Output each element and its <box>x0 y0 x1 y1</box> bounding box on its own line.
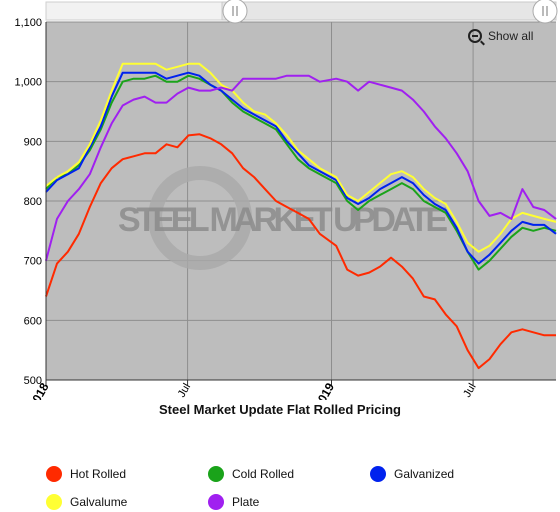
legend-label: Galvanized <box>394 467 455 481</box>
y-tick-label: 900 <box>24 136 42 148</box>
navigator-handle[interactable] <box>222 0 248 24</box>
legend-item-galvanized[interactable]: Galvanized <box>370 466 454 482</box>
zoom-out-icon <box>468 29 482 43</box>
legend-dot-icon <box>208 466 224 482</box>
legend-label: Galvalume <box>70 495 128 509</box>
x-tick-label: Jul <box>176 382 193 400</box>
legend-item-galvalume[interactable]: Galvalume <box>46 494 127 510</box>
y-tick-label: 500 <box>24 375 42 387</box>
y-tick-label: 1,100 <box>14 17 42 29</box>
series-line-plate <box>45 74 557 261</box>
series-layer <box>45 62 557 370</box>
show-all-button[interactable]: Show all <box>468 29 533 43</box>
legend-dot-icon <box>370 466 386 482</box>
x-tick-label: 2019 <box>312 380 338 400</box>
chart-title: Steel Market Update Flat Rolled Pricing <box>159 402 401 417</box>
navigator-scrollbar <box>45 0 558 24</box>
series-line-galvanized <box>45 71 557 265</box>
legend-dot-icon <box>46 494 62 510</box>
y-tick-label: 600 <box>24 315 42 327</box>
watermark-logo-ring <box>148 166 252 270</box>
series-line-galvalume <box>45 62 557 253</box>
y-tick-label: 1,000 <box>14 77 42 89</box>
legend-label: Cold Rolled <box>232 467 295 481</box>
chart-area: STEEL MARKET UPDATE 500 600 700 800 900 1,000… <box>14 0 558 400</box>
legend-label: Hot Rolled <box>70 467 127 481</box>
watermark-text: STEEL MARKET UPDATE <box>118 201 448 239</box>
series-line-cold-rolled <box>45 74 557 271</box>
navigator-range[interactable] <box>221 1 557 21</box>
legend-label: Plate <box>232 495 260 509</box>
navigator-handle[interactable] <box>532 0 558 24</box>
legend-item-cold-rolled[interactable]: Cold Rolled <box>208 466 294 482</box>
x-tick-label: Jul <box>461 382 478 400</box>
legend-item-hot-rolled[interactable]: Hot Rolled <box>46 466 126 482</box>
legend-dot-icon <box>208 494 224 510</box>
show-all-label: Show all <box>488 29 534 43</box>
series-line-hot-rolled <box>45 133 556 370</box>
legend: Hot Rolled Cold Rolled Galvanized Galvalume… <box>0 462 560 512</box>
legend-dot-icon <box>46 466 62 482</box>
y-tick-label: 700 <box>24 256 42 268</box>
watermark: STEEL MARKET UPDATE <box>118 166 448 270</box>
legend-item-plate[interactable]: Plate <box>208 494 259 510</box>
y-tick-label: 800 <box>24 196 42 208</box>
